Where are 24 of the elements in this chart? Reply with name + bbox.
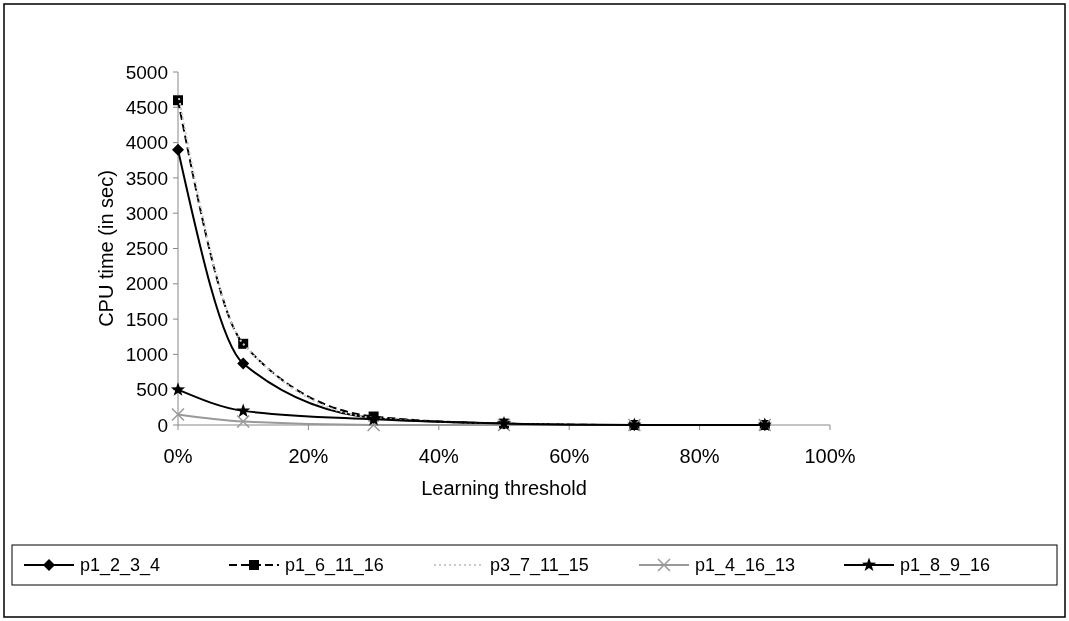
y-tick-label: 2000 [125,273,168,295]
y-tick-label: 3500 [125,167,168,189]
x-tick-label: 40% [418,445,460,467]
x-tick-label: 80% [679,445,720,467]
x-axis-title: Learning threshold [421,477,587,499]
y-tick-label: 4500 [125,96,168,118]
legend-label: p3_7_11_15 [490,555,589,577]
y-tick-label: 4000 [125,132,168,154]
x-tick-label: 60% [549,445,590,467]
legend-label: p1_8_9_16 [900,555,991,577]
y-tick-label: 500 [136,379,168,401]
y-tick-label: 0 [157,414,168,436]
y-tick-label: 1500 [125,308,168,330]
y-tick-label: 2500 [125,238,168,260]
legend-label: p1_6_11_16 [285,555,384,577]
x-tick-label: 20% [288,445,329,467]
x-tick-label: 100% [804,445,856,467]
y-tick-label: 5000 [125,61,168,83]
y-axis-title: CPU time (in sec) [95,170,117,327]
legend-label: p1_4_16_13 [695,555,796,577]
legend-label: p1_2_3_4 [80,555,161,577]
y-tick-label: 3000 [125,202,168,224]
y-tick-label: 1000 [125,344,168,366]
x-tick-label: 0% [163,445,193,467]
